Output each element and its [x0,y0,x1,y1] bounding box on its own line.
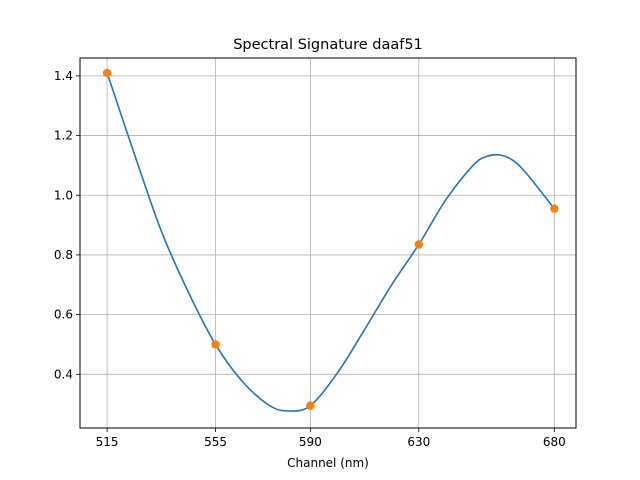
data-point [211,340,220,349]
chart-title: Spectral Signature daaf51 [233,37,423,53]
y-axis-ticks: 0.4 0.6 0.8 1.0 1.2 1.4 [54,69,80,381]
x-tick-label: 630 [407,435,430,449]
data-point [414,240,423,249]
data-point [550,204,559,213]
y-tick-label: 0.4 [54,367,73,381]
data-point [102,68,112,78]
data-markers [102,68,559,410]
x-axis-label: Channel (nm) [287,456,369,470]
y-tick-label: 0.8 [54,248,73,262]
series-line-layer [106,72,555,412]
x-tick-label: 680 [543,435,566,449]
x-axis-ticks: 515 555 590 630 680 [96,428,566,449]
x-tick-label: 515 [96,435,119,449]
x-tick-label: 590 [299,435,322,449]
y-tick-label: 0.6 [54,308,73,322]
y-tick-label: 1.2 [54,129,73,143]
axes-frame [79,57,577,429]
data-point [306,401,315,410]
grid-lines [80,58,576,428]
y-tick-label: 1.4 [54,69,73,83]
series-line [106,72,555,412]
x-tick-label: 555 [204,435,227,449]
y-tick-label: 1.0 [54,188,73,202]
